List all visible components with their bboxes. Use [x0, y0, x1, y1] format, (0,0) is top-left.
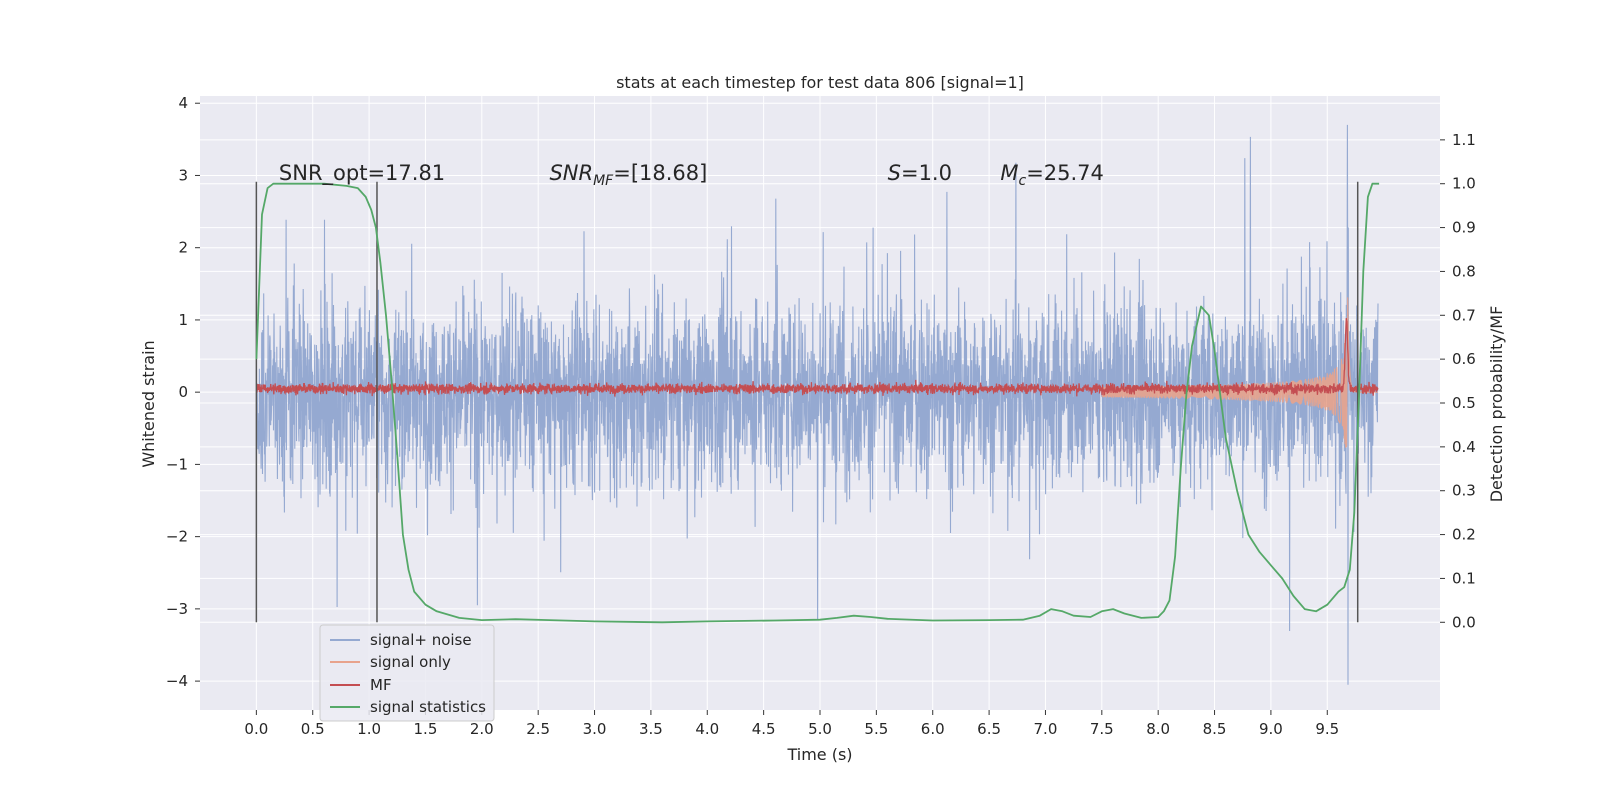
x-tick-label: 1.5 [414, 720, 438, 738]
y-right-tick-label: 0.3 [1452, 482, 1476, 500]
legend: signal+ noise signal only MF signal stat… [319, 624, 495, 722]
annotation-text: Mc=25.74 [1000, 161, 1104, 189]
annotation-text: SNRMF=[18.68] [549, 161, 707, 189]
x-tick-label: 4.5 [752, 720, 776, 738]
x-tick-label: 9.5 [1315, 720, 1339, 738]
y-right-tick-label: 0.9 [1452, 219, 1476, 237]
chart-title: stats at each timestep for test data 806… [616, 73, 1024, 92]
y-right-tick-label: 0.4 [1452, 438, 1476, 456]
x-tick-label: 1.0 [357, 720, 381, 738]
y-right-tick-label: 0.7 [1452, 306, 1476, 324]
y-right-tick-label: 0.0 [1452, 613, 1476, 631]
x-tick-label: 2.0 [470, 720, 494, 738]
signal-statistics-series [255, 182, 1380, 624]
y-right-tick-label: 0.8 [1452, 262, 1476, 280]
y-right-tick-label: 0.1 [1452, 569, 1476, 587]
x-tick-label: 3.5 [639, 720, 663, 738]
y-tick-label: 4 [178, 94, 188, 112]
x-tick-label: 4.0 [695, 720, 719, 738]
tick-labels: 0.0 0.5 1.0 1.5 2.0 2.5 3.0 3.5 4.0 4.5 5.0 5.5 6.0 6… [166, 94, 1476, 738]
y-tick-label: −2 [166, 528, 188, 546]
x-tick-label: 5.5 [864, 720, 888, 738]
signal-noise-series [255, 124, 1379, 685]
y-right-tick-label: 0.6 [1452, 350, 1476, 368]
annotations: SNR_opt=17.81 SNRMF=[18.68] S=1.0 Mc=25.74 [279, 161, 1104, 189]
x-tick-label: 0.5 [301, 720, 325, 738]
legend-label-mf: MF [370, 676, 392, 694]
x-axis-label: Time (s) [786, 745, 852, 764]
mf-series [255, 318, 1379, 397]
y-axis-label: Whitened strain [139, 340, 158, 467]
x-tick-label: 7.5 [1090, 720, 1114, 738]
x-tick-label: 9.0 [1259, 720, 1283, 738]
legend-label-signal-statistics: signal statistics [370, 698, 486, 716]
y-tick-label: −3 [166, 600, 188, 618]
y-right-tick-label: 0.2 [1452, 526, 1476, 544]
signal-noise-line [255, 124, 1379, 685]
legend-label-signal-noise: signal+ noise [370, 631, 472, 649]
annotation-text: SNR_opt=17.81 [279, 161, 445, 186]
annotation-text: S=1.0 [888, 161, 952, 185]
x-tick-label: 3.0 [583, 720, 607, 738]
signal-statistics-line [255, 182, 1380, 624]
y-tick-label: 2 [178, 239, 188, 257]
mf-line [255, 318, 1379, 397]
y-tick-label: −4 [166, 672, 188, 690]
y-right-tick-label: 1.1 [1452, 131, 1476, 149]
x-tick-label: 7.0 [1034, 720, 1058, 738]
legend-box [319, 624, 495, 722]
y-tick-label: −1 [166, 455, 188, 473]
x-tick-label: 5.0 [808, 720, 832, 738]
y-tick-label: 3 [178, 166, 188, 184]
x-tick-label: 2.5 [526, 720, 550, 738]
y-right-tick-label: 0.5 [1452, 394, 1476, 412]
vertical-markers [255, 181, 1359, 623]
y-tick-label: 1 [178, 311, 188, 329]
y-axis-right-label: Detection probability/MF [1487, 306, 1506, 503]
x-tick-label: 6.5 [977, 720, 1001, 738]
x-tick-label: 8.5 [1203, 720, 1227, 738]
x-tick-label: 8.0 [1146, 720, 1170, 738]
legend-label-signal-only: signal only [370, 653, 451, 671]
y-tick-label: 0 [178, 383, 188, 401]
y-right-tick-label: 1.0 [1452, 175, 1476, 193]
x-tick-label: 0.0 [244, 720, 268, 738]
x-tick-label: 6.0 [921, 720, 945, 738]
